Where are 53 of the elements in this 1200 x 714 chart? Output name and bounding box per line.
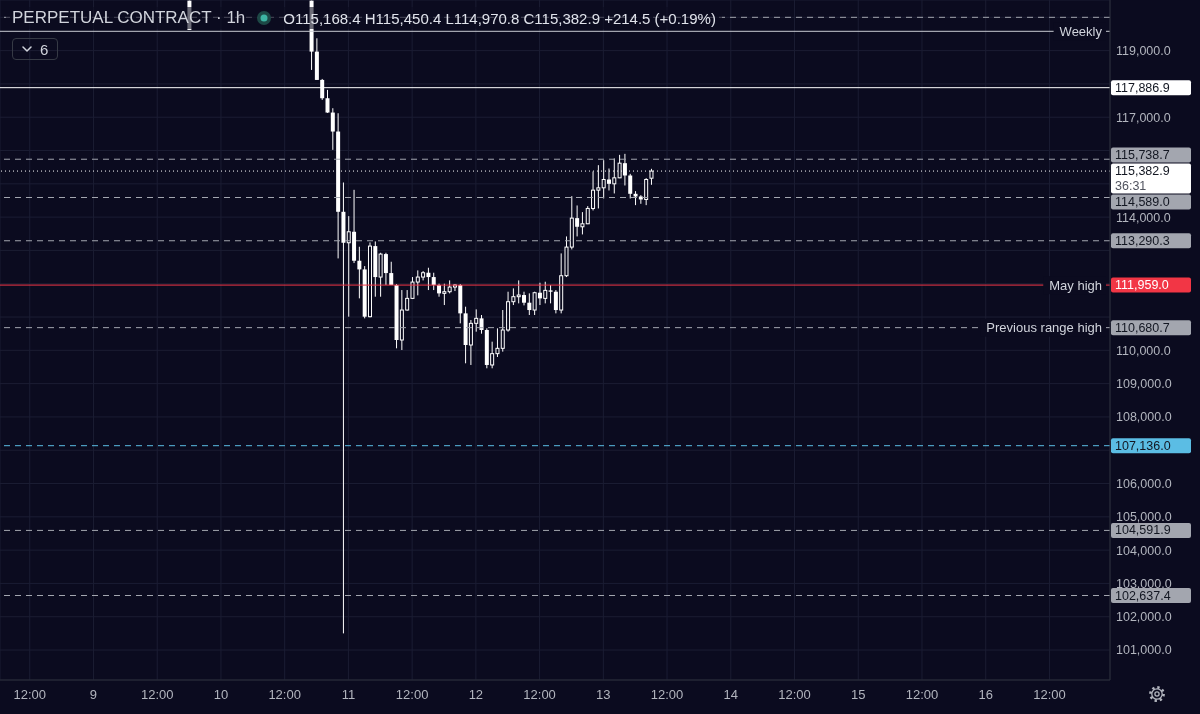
y-tick-label: 105,000.0 — [1116, 510, 1172, 525]
ref-line-label: 110,680.7 — [1115, 320, 1170, 335]
x-tick-label: 11 — [341, 687, 356, 703]
candlestick — [325, 89, 330, 114]
toggle-button: 6 — [12, 38, 59, 60]
ref-line-label: 113,290.3 — [1115, 233, 1170, 248]
y-tick-label: 104,000.0 — [1116, 543, 1172, 558]
ref-line-label: 117,886.9 — [1115, 80, 1170, 95]
ref-line-label: 111,959.0 — [1115, 278, 1169, 293]
x-tick-label: 12:00 — [905, 687, 939, 703]
ref-line-label: 107,136.0 — [1115, 438, 1171, 453]
candlestick — [357, 246, 362, 299]
text: O115,168.4 H115,450.4 L114,970.8 C115,382.9 +214.5 (+0.19%) — [283, 9, 716, 27]
y-tick-label: 108,000.0 — [1116, 410, 1172, 425]
candlestick — [341, 181, 346, 634]
candlestick — [479, 314, 484, 335]
x-tick-label: 12:00 — [13, 687, 47, 703]
x-tick-label: 12:00 — [778, 687, 811, 703]
x-tick-label: 12:00 — [1033, 687, 1066, 703]
annotation: Weekly — [1059, 23, 1103, 39]
x-tick-label: 12:00 — [650, 687, 684, 703]
y-tick-label: 101,000.0 — [1116, 643, 1172, 658]
x-tick-label: 10 — [213, 687, 229, 703]
y-tick-label: 110,000.0 — [1116, 343, 1171, 358]
annotation: 6 — [40, 40, 49, 58]
y-tick-label: 109,000.0 — [1116, 377, 1172, 392]
x-tick-label: 12 — [468, 687, 484, 703]
y-tick-label: 102,000.0 — [1116, 610, 1172, 625]
x-tick-label: 14 — [723, 687, 739, 703]
ref-line-label: 104,591.9 — [1115, 523, 1171, 538]
y-tick-label: 106,000.0 — [1116, 476, 1172, 491]
ref-line-label: 102,637.4 — [1115, 588, 1171, 603]
ref-line-label: 115,738.7 — [1115, 147, 1170, 162]
annotation: May high — [1049, 277, 1102, 293]
y-tick-label: 119,000.0 — [1116, 44, 1171, 59]
text: PERPETUAL CONTRACT · 1h — [12, 8, 246, 28]
x-tick-label: 13 — [596, 687, 611, 703]
annotation: Previous range high — [986, 320, 1102, 336]
y-tick-label: 117,000.0 — [1116, 110, 1171, 125]
x-tick-label: 16 — [978, 687, 993, 703]
x-tick-label: 9 — [89, 687, 98, 703]
ref-line-label: 114,589.0 — [1115, 194, 1170, 209]
x-tick-label: 12:00 — [268, 687, 301, 703]
ref-line-label: 115,382.9 36:31 — [1115, 163, 1170, 193]
candlestick — [548, 284, 553, 304]
y-tick-label: 114,000.0 — [1116, 210, 1171, 225]
x-tick-label: 12:00 — [523, 687, 556, 703]
candlestick — [628, 173, 633, 199]
y-tick-label: 103,000.0 — [1116, 576, 1172, 591]
x-tick-label: 12:00 — [140, 687, 174, 703]
candlestick — [330, 107, 335, 151]
x-tick-label: 15 — [851, 687, 866, 703]
x-tick-label: 12:00 — [395, 687, 429, 703]
